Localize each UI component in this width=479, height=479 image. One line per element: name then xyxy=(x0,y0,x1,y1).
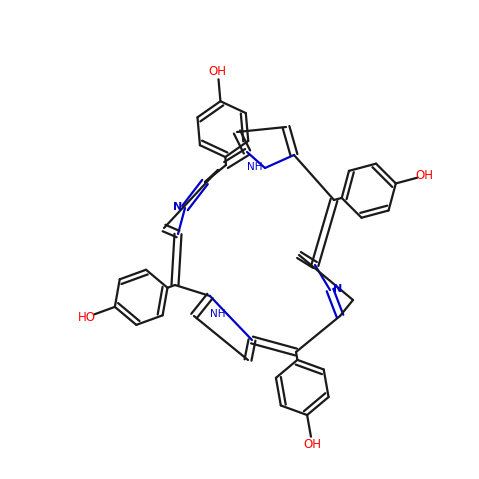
Text: NH: NH xyxy=(210,309,226,319)
Text: N: N xyxy=(333,284,342,294)
Text: N: N xyxy=(173,202,182,212)
Text: NH: NH xyxy=(248,162,263,172)
Text: HO: HO xyxy=(78,311,96,324)
Text: OH: OH xyxy=(209,65,227,78)
Text: OH: OH xyxy=(416,169,434,182)
Text: OH: OH xyxy=(303,438,321,451)
